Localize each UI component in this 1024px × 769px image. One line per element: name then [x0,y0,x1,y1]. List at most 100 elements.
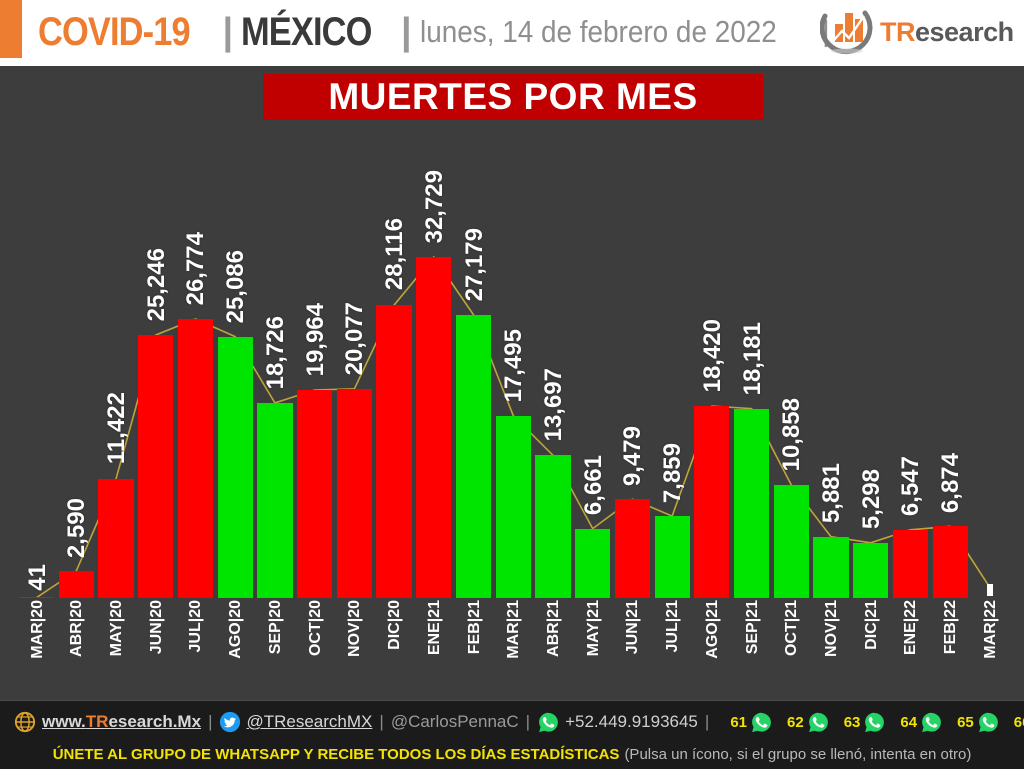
chart-bar [177,319,214,598]
chart-bar-label: 25,246 [142,247,170,322]
chart-bar-label: 6,661 [579,455,607,516]
whatsapp-group-link[interactable]: 61 [730,711,773,734]
axis-tick-label: DIC|20 [386,600,404,650]
axis-tick-label: JUN|20 [147,600,165,655]
whatsapp-group-link[interactable]: 63 [844,711,887,734]
axis-tick-label: NOV|21 [823,600,840,657]
whatsapp-icon [807,711,830,734]
chart-bar [58,571,94,598]
whatsapp-group-number: 65 [957,713,974,731]
chart-bar-label: 18,726 [261,315,289,390]
page-header: COVID-19 | MÉXICO | lunes, 14 de febrero… [0,0,1024,66]
axis-tick-label: MAY|21 [584,600,602,657]
chart-bar [694,406,730,598]
whatsapp-group-number: 63 [843,713,861,731]
chart-bar [297,390,333,598]
header-divider-1: | [222,10,234,53]
page-title: MUERTES POR MES [263,74,763,120]
chart-bar-label: 20,077 [341,301,369,376]
whatsapp-group-list: 61 62 63 64 65 66 [716,711,1024,734]
chart-bar-label: 13,697 [539,368,567,442]
chart-bar-label: 28,116 [381,218,409,291]
footer-sep-4: | [704,712,710,731]
chart-bar [773,484,809,598]
axis-tick-label: FEB|22 [942,600,960,655]
axis-tick-label: SEP|21 [743,600,761,655]
whatsapp-group-link[interactable]: 65 [957,711,1000,734]
chart-area: 41 2,590 11,422 25,246 26,774 25,086 18,726 19,… [0,128,1024,700]
footer-cta-row: ÚNETE AL GRUPO DE WHATSAPP Y RECIBE TODO… [0,741,1024,767]
whatsapp-icon [863,711,886,734]
chart-bar-label: 25,086 [222,249,250,324]
axis-tick-label: MAR|22 [981,600,999,659]
axis-tick-label: ENE|21 [425,600,443,656]
footer-twitter[interactable]: @TResearchMX [219,711,372,733]
axis-tick-label: OCT|21 [783,600,801,657]
chart-bar [19,597,55,598]
chart-bar [813,536,849,598]
axis-tick-label: NOV|20 [346,600,364,657]
orange-accent-tab [0,0,22,58]
chart-bar-label: 6,547 [897,456,925,517]
globe-icon [14,711,36,733]
chart-bar-label: 5,881 [818,463,845,524]
axis-tick-label: MAY|20 [108,600,126,657]
header-divider-3: | [822,15,830,48]
chart-bar [138,334,174,598]
whatsapp-group-number: 64 [900,713,918,731]
chart-x-axis: MAR|20 ABR|20 MAY|20 JUN|20 JUL|20 AGO|20 SEP|… [0,598,1024,700]
chart-bar [455,314,492,598]
axis-tick-label: ABR|20 [68,600,86,657]
whatsapp-group-number: 61 [730,713,748,731]
chart-bar-label: 26,774 [182,232,210,306]
footer-website-text: www.TResearch.Mx [42,712,202,731]
chart-bar-label: 7,859 [659,442,687,503]
whatsapp-icon [537,711,560,734]
chart-bar-label: 17,495 [500,328,528,403]
axis-tick-label: JUL|20 [187,600,205,653]
footer-website[interactable]: www.TResearch.Mx [14,711,201,733]
chart-bar [892,529,929,598]
whatsapp-group-link[interactable]: 64 [900,711,943,734]
chart-bar-label: 5,298 [857,469,885,530]
page-footer: www.TResearch.Mx | @TResearchMX | @Carlo… [0,700,1024,769]
tresearch-logo-wordmark: TResearch [880,17,1014,47]
chart-end-marker [986,584,993,596]
chart-bar [98,479,134,598]
chart-bar-label: 41 [23,564,51,591]
footer-sep-1: | [208,712,213,731]
chart-bar [376,305,412,598]
chart-bar-label: 27,179 [460,227,488,302]
chart-bar [733,408,770,598]
axis-tick-label: AGO|21 [703,600,721,659]
footer-phone[interactable]: +52.449.9193645 [537,711,698,734]
chart-bar [654,516,690,598]
whatsapp-group-link[interactable]: 66 [1014,711,1024,734]
footer-sep-3: | [525,712,531,731]
header-covid-label: COVID-19 [38,9,191,54]
footer-twitter-handle-2[interactable]: @CarlosPennaC [390,712,519,731]
chart-bar-label: 2,590 [63,497,91,558]
whatsapp-icon [977,711,1000,734]
chart-bar-label: 19,964 [301,302,329,377]
axis-tick-label: DIC|21 [862,600,880,650]
footer-cta-secondary: (Pulsa un ícono, si el grupo se llenó, i… [624,745,972,763]
header-divider-2: | [400,10,412,53]
chart-bar [535,455,571,598]
chart-bar-label: 18,420 [698,319,726,393]
chart-bar [495,415,531,598]
footer-twitter-handle: @TResearchMX [246,712,373,731]
footer-phone-number: +52.449.9193645 [565,712,698,731]
footer-cta-primary: ÚNETE AL GRUPO DE WHATSAPP Y RECIBE TODO… [52,745,620,763]
chart-bar-label: 10,858 [778,397,806,472]
chart-bar-label: 32,729 [420,170,448,244]
chart-title-band: TResearch MUERTES POR MES TResearch [0,66,1024,180]
whatsapp-group-number: 66 [1013,713,1024,731]
header-date: lunes, 14 de febrero de 2022 [419,14,777,49]
page-title-text: MUERTES POR MES [328,76,698,117]
whatsapp-group-number: 62 [787,713,804,731]
axis-tick-label: OCT|20 [306,600,324,657]
header-country-label: MÉXICO [241,9,372,54]
axis-tick-label: ABR|21 [544,600,562,657]
whatsapp-group-link[interactable]: 62 [787,711,830,734]
